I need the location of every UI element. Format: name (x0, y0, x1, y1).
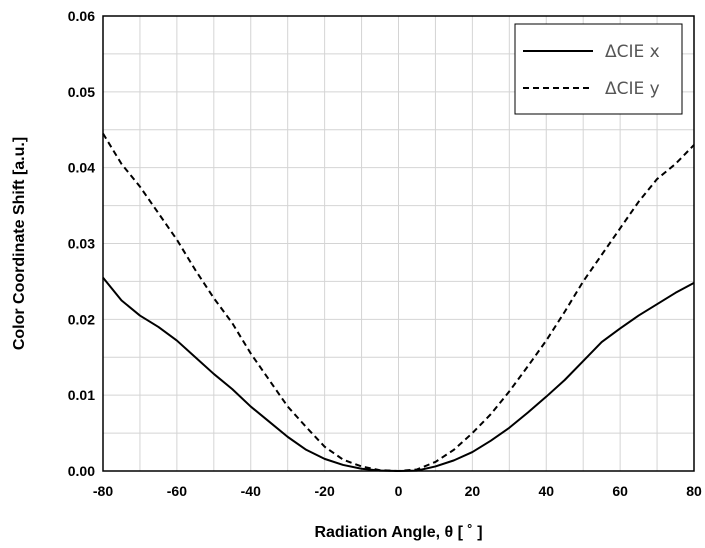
x-tick-label: -20 (315, 483, 335, 499)
legend-label-cie-x: ΔCIE x (605, 42, 660, 62)
x-tick-label: -60 (167, 483, 187, 499)
x-tick-label: 40 (538, 483, 554, 499)
y-tick-label: 0.06 (68, 8, 95, 24)
legend-label-cie-y: ΔCIE y (605, 79, 660, 99)
y-tick-label: 0.03 (68, 236, 95, 252)
y-tick-label: 0.04 (68, 160, 95, 176)
y-tick-label: 0.00 (68, 463, 95, 479)
x-tick-label: -40 (241, 483, 261, 499)
x-tick-label: 0 (395, 483, 403, 499)
y-axis-title: Color Coordinate Shift [a.u.] (11, 137, 28, 350)
legend: ΔCIE x ΔCIE y (514, 23, 683, 115)
y-tick-label: 0.01 (68, 387, 95, 403)
y-tick-label: 0.02 (68, 311, 95, 327)
x-tick-labels: -80 -60 -40 -20 0 20 40 60 80 (93, 483, 702, 499)
x-tick-label: 20 (465, 483, 481, 499)
x-tick-label: 60 (612, 483, 628, 499)
x-axis-title: Radiation Angle, θ [ ˚ ] (314, 524, 482, 541)
y-tick-label: 0.05 (68, 84, 95, 100)
x-tick-label: 80 (686, 483, 702, 499)
plot-frame (102, 15, 695, 472)
legend-box (514, 23, 683, 115)
y-tick-labels: 0.00 0.01 0.02 0.03 0.04 0.05 0.06 (68, 8, 95, 479)
x-tick-label: -80 (93, 483, 113, 499)
